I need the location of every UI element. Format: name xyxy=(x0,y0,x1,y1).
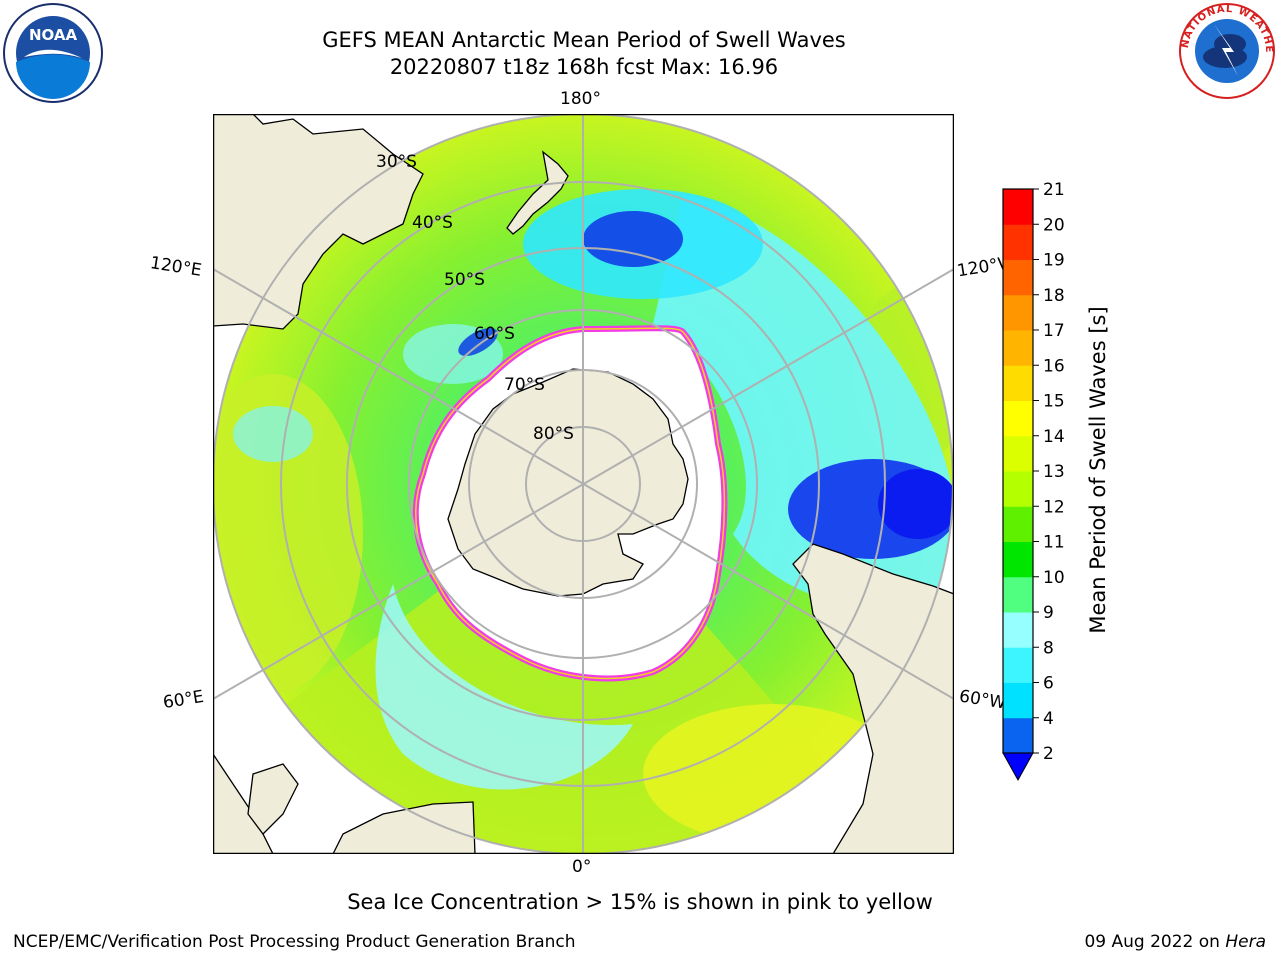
colorbar-band xyxy=(1003,400,1033,437)
map-border xyxy=(213,114,954,854)
footer-date-text: 09 Aug 2022 on xyxy=(1084,932,1226,952)
sea-ice-edge-yellow xyxy=(415,327,726,680)
colorbar-label: Mean Period of Swell Waves [s] xyxy=(1086,306,1110,634)
lon-label-0: 0° xyxy=(572,857,592,877)
map-subtitle: 20220807 t18z 168h fcst Max: 16.96 xyxy=(389,55,779,79)
colorbar-tick-label: 2 xyxy=(1043,744,1054,764)
lat-label-30s: 30°S xyxy=(376,152,417,172)
footer-credit: NCEP/EMC/Verification Post Processing Pr… xyxy=(13,932,576,952)
colorbar-tick-label: 13 xyxy=(1043,462,1065,482)
colorbar-band xyxy=(1003,647,1033,683)
land-australia xyxy=(213,114,424,330)
colorbar-ticks: 2 4 6 8 9 10 11 12 13 14 15 16 17 18 19 20 21 xyxy=(1033,180,1065,764)
colorbar-tick-label: 4 xyxy=(1043,709,1054,729)
colorbar-band xyxy=(1003,330,1033,366)
colorbar-band xyxy=(1003,259,1033,296)
colorbar-band xyxy=(1003,717,1033,754)
colorbar-band xyxy=(1003,541,1033,578)
colorbar-band xyxy=(1003,224,1033,260)
colorbar-band xyxy=(1003,435,1033,472)
field-blue-patch-north xyxy=(583,211,683,267)
land-south-america xyxy=(792,543,954,854)
map-title: GEFS MEAN Antarctic Mean Period of Swell… xyxy=(322,28,846,52)
noaa-logo-text: NOAA xyxy=(29,26,78,44)
colorbar-tick-label: 20 xyxy=(1043,215,1065,235)
nws-logo: NATIONAL WEATHER SERVICE xyxy=(1178,2,1275,99)
lat-label-40s: 40°S xyxy=(412,213,453,233)
colorbar-band xyxy=(1003,576,1033,613)
colorbar-bands xyxy=(1003,189,1033,754)
lon-label-60e: 60°E xyxy=(161,686,206,714)
colorbar-tick-label: 19 xyxy=(1043,251,1065,271)
colorbar-under-triangle xyxy=(1002,752,1034,782)
colorbar-band xyxy=(1003,189,1033,225)
colorbar-tick-label: 15 xyxy=(1043,392,1065,412)
colorbar-tick-label: 11 xyxy=(1043,533,1065,553)
land-madagascar xyxy=(247,763,299,835)
colorbar-tick-label: 12 xyxy=(1043,497,1065,517)
lon-label-180: 180° xyxy=(560,89,601,109)
colorbar-tick-label: 17 xyxy=(1043,321,1065,341)
footer-host: Hera xyxy=(1225,932,1266,952)
land-africa-south xyxy=(332,801,476,854)
colorbar-band xyxy=(1003,365,1033,401)
polar-map xyxy=(213,114,954,854)
colorbar-band xyxy=(1003,506,1033,542)
colorbar-band xyxy=(1003,612,1033,648)
colorbar-tick-label: 8 xyxy=(1043,638,1054,658)
colorbar-tick-label: 14 xyxy=(1043,427,1065,447)
lat-label-70s: 70°S xyxy=(504,375,545,395)
colorbar-tick-label: 18 xyxy=(1043,286,1065,306)
sea-ice-note: Sea Ice Concentration > 15% is shown in … xyxy=(347,890,933,914)
landmasses xyxy=(213,114,954,854)
land-antarctica xyxy=(447,368,689,597)
field-cyan-south xyxy=(375,584,633,790)
colorbar-tick-label: 9 xyxy=(1043,603,1054,623)
colorbar-tick-label: 16 xyxy=(1043,356,1065,376)
colorbar: 2 4 6 8 9 10 11 12 13 14 15 16 17 18 19 20 21 xyxy=(1002,180,1065,782)
lat-label-50s: 50°S xyxy=(444,270,485,290)
colorbar-tick-label: 6 xyxy=(1043,674,1054,694)
meridian-60e-120w xyxy=(213,268,954,700)
lat-label-80s: 80°S xyxy=(533,424,574,444)
land-new-zealand xyxy=(506,150,569,235)
colorbar-tick-label: 21 xyxy=(1043,180,1065,200)
colorbar-band xyxy=(1003,682,1033,719)
lon-label-120e: 120°E xyxy=(148,253,203,281)
colorbar-band xyxy=(1003,294,1033,331)
noaa-logo: NOAA xyxy=(3,3,103,103)
colorbar-tick-label: 10 xyxy=(1043,568,1065,588)
lat-label-60s: 60°S xyxy=(474,324,515,344)
footer-date: 09 Aug 2022 on Hera xyxy=(1084,932,1266,952)
colorbar-band xyxy=(1003,471,1033,507)
